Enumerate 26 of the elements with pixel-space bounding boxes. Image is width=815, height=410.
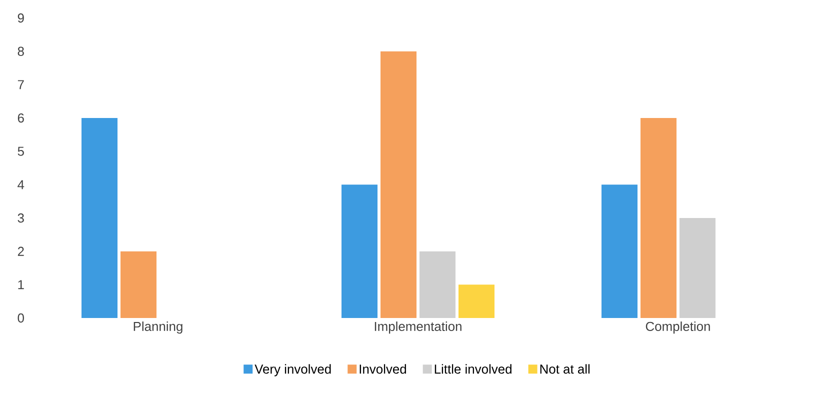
y-tick-label: 1 <box>18 280 24 290</box>
bar <box>342 184 378 318</box>
x-tick-label: Completion <box>646 322 710 334</box>
y-tick-label: 4 <box>18 180 24 190</box>
bar <box>82 118 118 318</box>
bar <box>602 184 638 318</box>
y-tick-label: 6 <box>18 113 24 123</box>
bar <box>640 118 677 318</box>
bar <box>420 251 456 318</box>
y-tick-label: 8 <box>18 46 24 56</box>
legend-label: Involved <box>360 364 406 374</box>
y-tick-label: 0 <box>18 313 24 323</box>
legend-label: Not at all <box>540 364 590 374</box>
legend-label: Little involved <box>434 364 512 374</box>
bar <box>380 51 417 318</box>
y-tick-label: 3 <box>18 213 24 223</box>
bar <box>120 251 156 318</box>
x-tick-label: Implementation <box>374 322 462 334</box>
y-tick-label: 2 <box>18 246 24 256</box>
y-tick-label: 9 <box>18 13 24 23</box>
y-tick-label: 7 <box>18 80 24 90</box>
y-tick-label: 5 <box>18 146 24 156</box>
x-tick-label: Planning <box>134 322 182 334</box>
bar <box>680 218 716 318</box>
bar <box>458 284 495 318</box>
legend-label: Very involved <box>254 364 331 376</box>
